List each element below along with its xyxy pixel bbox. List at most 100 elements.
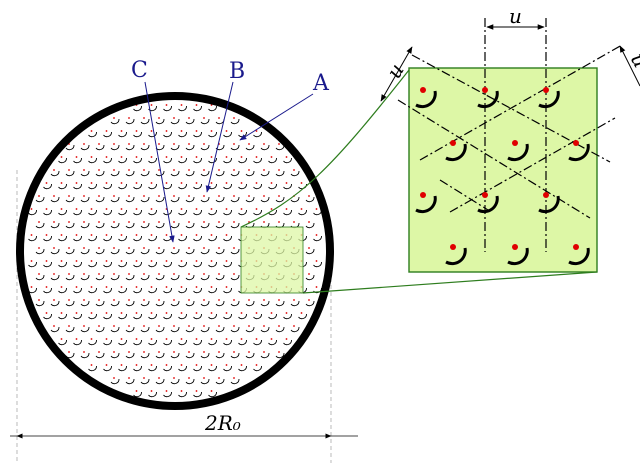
inset-marks xyxy=(415,87,590,266)
pattern-mark xyxy=(110,273,120,281)
pattern-mark xyxy=(118,260,127,268)
pattern-mark xyxy=(170,117,180,125)
spacing-dimension-left: u xyxy=(380,46,413,102)
pattern-mark xyxy=(50,221,60,229)
pattern-mark xyxy=(253,364,262,372)
pattern-mark xyxy=(223,260,232,268)
spacing-dimension-top: u xyxy=(486,4,545,30)
pattern-mark xyxy=(208,312,217,320)
pattern-mark xyxy=(58,156,67,164)
pattern-mark xyxy=(95,169,105,177)
pattern-mark xyxy=(35,299,45,307)
pattern-mark xyxy=(223,156,232,164)
pattern-mark xyxy=(238,364,247,372)
pattern-mark xyxy=(80,143,90,151)
pattern-mark xyxy=(283,312,292,320)
pattern-mark xyxy=(103,234,112,242)
pattern-mark xyxy=(193,260,202,268)
inset-mark xyxy=(507,244,529,266)
pattern-mark xyxy=(155,299,165,307)
arrow-c xyxy=(144,81,175,243)
pattern-mark xyxy=(185,221,195,229)
pattern-mark xyxy=(155,117,165,125)
pattern-mark xyxy=(178,234,187,242)
pattern-mark xyxy=(163,338,172,346)
pattern-mark xyxy=(170,247,180,255)
label-b: B xyxy=(229,59,245,84)
pattern-mark xyxy=(73,286,82,294)
pattern-mark xyxy=(253,156,262,164)
label-a: A xyxy=(312,71,330,96)
pattern-mark xyxy=(193,338,202,346)
pattern-mark xyxy=(193,208,202,216)
pattern-mark xyxy=(95,299,105,307)
pattern-mark xyxy=(125,351,135,359)
pattern-mark xyxy=(275,351,285,359)
pattern-mark xyxy=(185,143,195,151)
pattern-mark xyxy=(163,390,172,398)
pattern-mark xyxy=(200,169,210,177)
pattern-mark xyxy=(140,273,150,281)
pattern-mark xyxy=(110,351,120,359)
pattern-mark xyxy=(215,351,225,359)
pattern-mark xyxy=(178,104,187,112)
pattern-mark xyxy=(215,221,225,229)
pattern-mark xyxy=(163,364,172,372)
pattern-mark xyxy=(305,221,315,229)
pattern-mark xyxy=(260,169,270,177)
pattern-mark xyxy=(275,325,285,333)
pattern-mark xyxy=(230,299,240,307)
pattern-mark xyxy=(268,182,277,190)
pattern-mark xyxy=(140,221,150,229)
pattern-mark xyxy=(110,195,120,203)
pattern-mark xyxy=(155,195,165,203)
pattern-mark xyxy=(223,130,232,138)
pattern-mark xyxy=(35,247,45,255)
pattern-mark xyxy=(260,299,270,307)
pattern-mark xyxy=(125,377,135,385)
pattern-mark xyxy=(208,130,217,138)
pattern-mark xyxy=(140,325,150,333)
pattern-mark xyxy=(88,338,97,346)
pattern-mark xyxy=(80,325,90,333)
pattern-mark xyxy=(125,117,135,125)
pattern-mark xyxy=(35,221,45,229)
pattern-mark xyxy=(163,286,172,294)
pattern-mark xyxy=(230,377,240,385)
pattern-mark xyxy=(125,143,135,151)
pattern-mark xyxy=(215,299,225,307)
pattern-mark xyxy=(178,130,187,138)
pattern-mark xyxy=(58,286,67,294)
pattern-mark xyxy=(253,130,262,138)
pattern-mark xyxy=(275,299,285,307)
pattern-mark xyxy=(238,182,247,190)
pattern-mark xyxy=(103,338,112,346)
pattern-mark xyxy=(200,247,210,255)
pattern-mark xyxy=(103,208,112,216)
pattern-mark xyxy=(185,273,195,281)
pattern-mark xyxy=(163,156,172,164)
pattern-mark xyxy=(133,286,142,294)
pattern-mark xyxy=(148,156,157,164)
pattern-mark xyxy=(50,247,60,255)
pattern-mark xyxy=(28,260,37,268)
pattern-mark xyxy=(298,182,307,190)
pattern-mark xyxy=(73,260,82,268)
pattern-mark xyxy=(88,156,97,164)
pattern-mark xyxy=(200,351,210,359)
pattern-mark xyxy=(95,221,105,229)
pattern-mark xyxy=(118,312,127,320)
pattern-mark xyxy=(103,312,112,320)
pattern-mark xyxy=(148,104,157,112)
pattern-mark xyxy=(238,312,247,320)
pattern-mark xyxy=(125,221,135,229)
pattern-mark xyxy=(140,247,150,255)
pattern-mark xyxy=(103,286,112,294)
pattern-mark xyxy=(65,299,75,307)
pattern-mark xyxy=(290,299,300,307)
pattern-mark xyxy=(43,286,52,294)
pattern-mark xyxy=(133,364,142,372)
pattern-mark xyxy=(140,351,150,359)
diameter-label: 2R₀ xyxy=(204,411,241,435)
pattern-mark xyxy=(283,338,292,346)
